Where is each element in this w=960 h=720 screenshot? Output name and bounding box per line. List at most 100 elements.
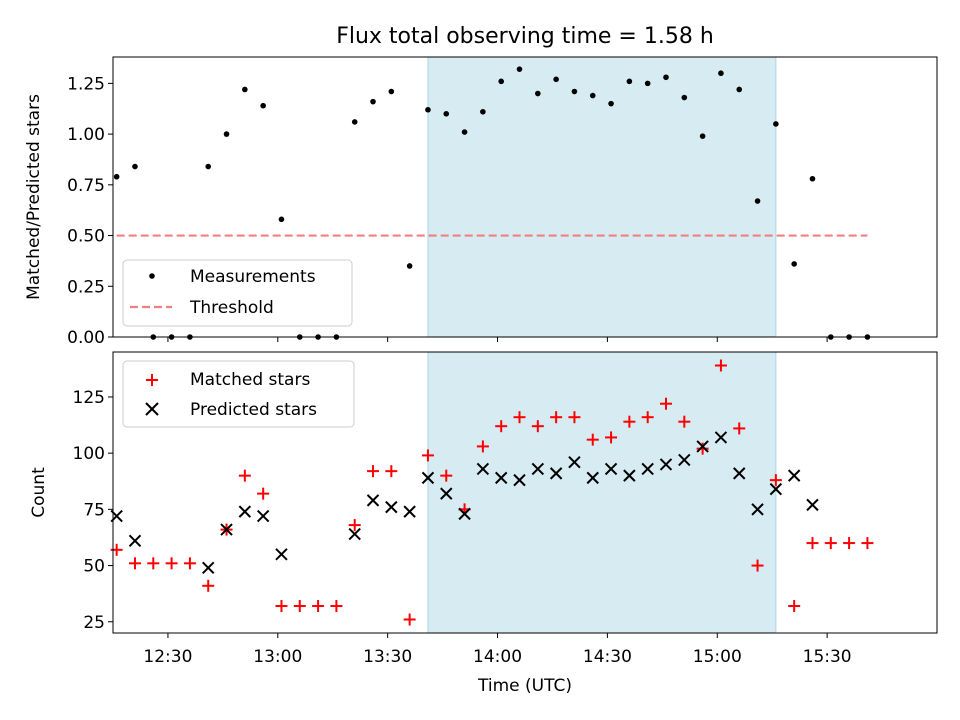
legend-dot-icon [149, 273, 155, 279]
y-tick-label: 0.00 [67, 328, 105, 348]
highlight-span [427, 56, 777, 338]
legend-label-threshold: Threshold [189, 298, 274, 318]
predicted-point [494, 471, 508, 485]
y-axis: 0.00 0.25 0.50 0.75 1.00 1.25 [67, 74, 113, 348]
matched-point [659, 397, 672, 410]
predicted-point [531, 462, 545, 476]
predicted-point [751, 503, 764, 516]
counts-panel: 25 50 75 100 125 12:30 13:00 13:30 14:00 14:30 15… [29, 351, 938, 696]
measurement-point [571, 88, 578, 95]
predicted-point [604, 462, 618, 476]
ratio-panel: 0.00 0.25 0.50 0.75 1.00 1.25 Matched/Predict… [24, 56, 938, 348]
y-tick-label: 75 [83, 500, 105, 520]
predicted-point-b [623, 469, 636, 482]
measurement-point [388, 88, 395, 95]
predicted-point-b [275, 548, 288, 561]
matched-point [769, 474, 782, 487]
matched-point [513, 411, 526, 424]
predicted-point-b [568, 455, 581, 469]
measurement-point [644, 80, 651, 87]
matched-point [714, 359, 727, 372]
legend-label-matched: Matched stars [190, 370, 310, 390]
matched-point [641, 411, 654, 424]
matched-point [751, 559, 764, 572]
predicted-point-b [659, 458, 673, 471]
legend: Matched stars Predicted stars [122, 360, 355, 428]
legend-label-predicted: Predicted stars [190, 400, 317, 420]
measurement-point [608, 100, 614, 107]
matched-point [696, 442, 709, 455]
predicted-point-b [806, 498, 819, 512]
predicted-point [440, 487, 453, 500]
x-tick-label: 13:00 [253, 647, 302, 667]
matched-point [312, 600, 325, 613]
matched-point [403, 613, 416, 626]
measurement-point [480, 108, 486, 115]
predicted-point [623, 469, 636, 482]
predicted-point-b [476, 462, 490, 476]
measurement-point [498, 78, 504, 85]
x-axis-ticks [167, 337, 828, 342]
predicted-point-b [751, 503, 764, 516]
predicted-point [641, 462, 654, 476]
x-tick-label: 14:30 [583, 647, 632, 667]
y-tick-label: 125 [73, 388, 105, 408]
x-tick-label: 14:00 [473, 647, 522, 667]
matched-point [605, 431, 618, 444]
matched-point [531, 420, 544, 433]
predicted-point-b [604, 462, 618, 476]
y-tick-label: 0.25 [67, 277, 105, 297]
predicted-point [220, 523, 233, 536]
predicted-point-b [256, 509, 270, 523]
predicted-point [366, 494, 380, 507]
predicted-point [678, 453, 691, 467]
matched-point [495, 420, 508, 433]
legend-box [122, 360, 355, 428]
predicted-point [787, 469, 801, 482]
measurement-point [223, 131, 230, 137]
measurement-point [754, 198, 761, 204]
measurement-point [278, 216, 285, 223]
matched-point [586, 433, 599, 446]
y-axis-label: Count [29, 467, 49, 518]
measurement-point [773, 121, 779, 127]
predicted-point-b [220, 523, 233, 536]
measurement-point [370, 98, 376, 105]
x-tick-label: 15:30 [803, 647, 852, 667]
predicted-point-b [733, 467, 746, 480]
predicted-point-b [787, 469, 801, 482]
y-tick-label: 1.25 [67, 74, 105, 94]
predicted-point [421, 471, 435, 485]
x-tick-label: 15:00 [693, 647, 742, 667]
measurement-point [736, 86, 743, 93]
predicted-point [403, 505, 416, 518]
matched-point [348, 519, 361, 532]
highlight-span [427, 351, 777, 634]
matched-points [110, 359, 874, 626]
predicted-point [806, 498, 819, 512]
predicted-point [568, 455, 581, 469]
predicted-point-b [202, 561, 215, 575]
matched-point [367, 465, 380, 478]
legend-label-measurements: Measurements [190, 267, 316, 287]
matched-point [733, 422, 746, 435]
predicted-point [769, 482, 783, 496]
x-axis-label: Time (UTC) [477, 676, 572, 696]
matched-point [421, 449, 434, 462]
measurement-point [351, 119, 358, 125]
measurement-point [699, 133, 706, 139]
measurement-point [809, 175, 816, 182]
legend-x-icon [145, 402, 159, 416]
y-axis: 25 50 75 100 125 [73, 388, 113, 633]
predicted-point-b [421, 471, 435, 485]
matched-point [183, 557, 196, 570]
legend-box [122, 259, 353, 327]
predicted-point [696, 440, 709, 453]
y-tick-label: 1.00 [67, 125, 105, 145]
predicted-point-b [403, 505, 416, 518]
matched-point [843, 537, 856, 550]
predicted-point-b [714, 431, 728, 444]
measurement-point [535, 90, 541, 97]
legend: Measurements Threshold [122, 259, 353, 327]
